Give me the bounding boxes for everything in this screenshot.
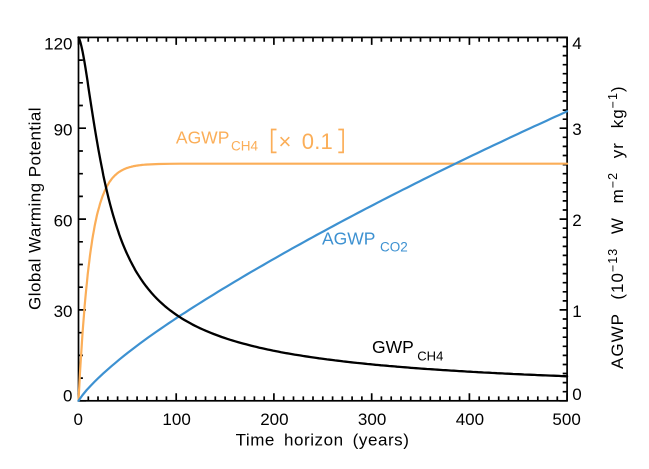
svg-text:30: 30 <box>54 302 73 321</box>
svg-text:500: 500 <box>552 410 580 429</box>
svg-text:0: 0 <box>73 410 82 429</box>
svg-text:Global Warming Potential: Global Warming Potential <box>26 107 45 310</box>
svg-text:200: 200 <box>260 410 288 429</box>
svg-text:AGWP: AGWP <box>322 228 375 248</box>
svg-text:300: 300 <box>358 410 386 429</box>
svg-text:2: 2 <box>572 211 581 230</box>
svg-text:AGWP: AGWP <box>176 128 229 148</box>
svg-text:GWP: GWP <box>372 337 414 357</box>
svg-text:3: 3 <box>572 120 581 139</box>
svg-text:400: 400 <box>456 410 484 429</box>
svg-text:0: 0 <box>63 387 72 406</box>
svg-text:60: 60 <box>54 211 73 230</box>
svg-text:CH4: CH4 <box>231 139 258 154</box>
svg-text:CH4: CH4 <box>417 349 443 364</box>
svg-text:100: 100 <box>162 410 190 429</box>
svg-text:AGWP (10−13 W m−2 yr kg−1): AGWP (10−13 W m−2 yr kg−1) <box>606 85 627 369</box>
svg-text:4: 4 <box>572 34 581 53</box>
svg-text:×: × <box>278 129 291 154</box>
svg-text:0.1: 0.1 <box>302 129 333 154</box>
svg-text:120: 120 <box>44 34 72 53</box>
svg-text:CO2: CO2 <box>380 239 408 254</box>
svg-text:1: 1 <box>572 302 581 321</box>
svg-text:Time horizon (years): Time horizon (years) <box>236 430 410 449</box>
svg-text:0: 0 <box>572 385 581 404</box>
svg-text:90: 90 <box>54 121 73 140</box>
